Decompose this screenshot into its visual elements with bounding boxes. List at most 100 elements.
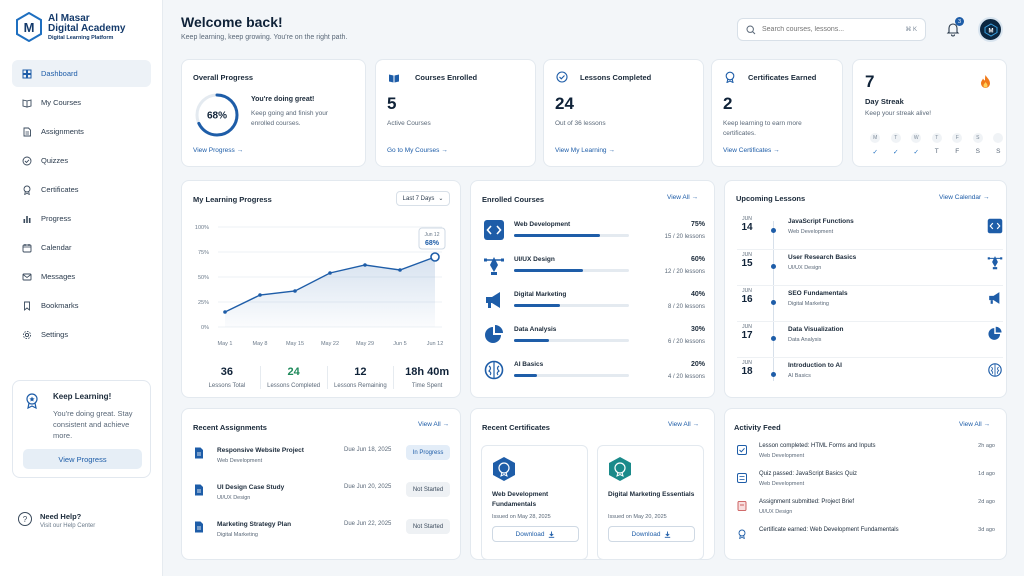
assignment-row[interactable]: Marketing Strategy Plan Digital Marketin… [194,519,450,555]
sidebar-item-label: Certificates [41,185,79,194]
help-center-link[interactable]: ? Need Help? Visit our Help Center [18,512,95,529]
assignment-course: UI/UX Design [217,495,251,501]
sidebar-item-certificates[interactable]: Certificates [12,176,151,203]
sidebar-item-label: Messages [41,272,76,281]
course-name: Web Development [514,221,571,228]
course-row[interactable]: AI Basics 20% 4 / 20 lessons [483,359,705,393]
assignments-view-all-link[interactable]: View All → [418,421,449,428]
sidebar-item-progress[interactable]: Progress [12,205,151,232]
brand[interactable]: M Al Masar Digital Academy Digital Learn… [16,12,125,42]
sidebar-item-settings[interactable]: Settings [12,321,151,348]
ribbon-award-icon [26,393,38,409]
lesson-month: JUN [742,288,752,294]
upcoming-lesson-row[interactable]: JUN 17 Data Visualization Data Analysis [737,322,1003,358]
view-progress-button[interactable]: View Progress [23,449,142,469]
course-row[interactable]: Web Development 75% 15 / 20 lessons [483,219,705,253]
streak-day-mark: S [975,148,980,155]
timeline-dot [771,336,776,341]
activity-item[interactable]: Assignment submitted: Project Brief UI/U… [737,499,995,527]
upcoming-lesson-row[interactable]: JUN 16 SEO Fundamentals Digital Marketing [737,286,1003,322]
courses-enrolled-card: Courses Enrolled 5 Active Courses Go to … [375,59,536,167]
sidebar-item-label: Progress [41,214,72,223]
enrolled-view-all-link[interactable]: View All → [667,194,698,201]
streak-day-dot: M [870,133,881,143]
upcoming-lesson-row[interactable]: JUN 14 JavaScript Functions Web Developme… [737,214,1003,250]
lesson-course: Digital Marketing [788,301,829,307]
help-subtitle: Visit our Help Center [40,523,96,529]
activity-view-all-link[interactable]: View All → [959,421,990,428]
help-title: Need Help? [40,512,82,521]
tooltip-date: Jun 12 [424,232,439,238]
timeline-dot [771,264,776,269]
activity-item[interactable]: Lesson completed: HTML Forms and Inputs … [737,443,995,471]
view-progress-link[interactable]: View Progress → [193,147,244,154]
streak-day: W ✓ [906,133,927,156]
status-badge: In Progress [406,445,450,460]
activity-course: Web Development [759,481,805,487]
book-open-icon [389,74,399,83]
upcoming-lessons-title: Upcoming Lessons [736,194,806,203]
view-calendar-link[interactable]: View Calendar → [939,194,990,201]
sidebar-item-label: Dashboard [41,69,78,78]
course-lessons: 15 / 20 lessons [664,234,705,240]
megaphone-icon [989,292,1000,304]
courses-enrolled-value: 5 [387,94,397,113]
chart-stat-value: 36 [220,366,233,378]
check-circle-icon [22,156,32,165]
download-button[interactable]: Download [608,526,695,542]
quiz-icon [737,473,747,483]
x-tick-label: Jun 12 [427,341,444,347]
assignment-title: UI Design Case Study [217,484,285,491]
course-progress-bar [514,374,629,377]
streak-day: T ✓ [886,133,907,156]
search-box[interactable]: ⌘ K [737,18,926,41]
lessons-completed-title: Lessons Completed [580,73,652,82]
course-name: Data Analysis [514,326,557,333]
range-select[interactable]: Last 7 Days ⌄ [396,191,450,206]
upcoming-lesson-row[interactable]: JUN 18 Introduction to AI AI Basics [737,358,1003,394]
upcoming-lesson-row[interactable]: JUN 15 User Research Basics UI/UX Design [737,250,1003,286]
course-percent: 30% [690,326,705,333]
lessons-completed-card: Lessons Completed 24 Out of 36 lessons V… [543,59,704,167]
certificates-view-all-link[interactable]: View All → [668,421,699,428]
file-icon [737,501,747,511]
certificate-name: Digital Marketing Essentials [608,491,695,498]
sidebar-item-quizzes[interactable]: Quizzes [12,147,151,174]
download-button[interactable]: Download [492,526,579,542]
activity-title: Assignment submitted: Project Brief [759,499,855,505]
course-row[interactable]: Data Analysis 30% 6 / 20 lessons [483,324,705,358]
sidebar-item-bookmarks[interactable]: Bookmarks [12,292,151,319]
view-my-learning-link[interactable]: View My Learning → [555,147,615,154]
assignment-row[interactable]: Responsive Website Project Web Developme… [194,445,450,481]
assignment-course: Web Development [217,458,263,464]
x-tick-label: May 8 [253,341,268,347]
sidebar-item-messages[interactable]: Messages [12,263,151,290]
activity-course: UI/UX Design [759,509,793,515]
activity-item[interactable]: Quiz passed: JavaScript Basics Quiz Web … [737,471,995,499]
svg-text:M: M [988,28,993,34]
certificate-card: Web Development Fundamentals Issued on M… [481,445,588,560]
course-row[interactable]: UI/UX Design 60% 12 / 20 lessons [483,254,705,288]
sidebar-item-calendar[interactable]: Calendar [12,234,151,261]
upcoming-lessons-card: Upcoming Lessons View Calendar → JUN 14 J… [724,180,1007,398]
search-input[interactable] [762,26,900,33]
sidebar-item-my-courses[interactable]: My Courses [12,89,151,116]
y-tick-label: 25% [198,300,209,306]
avatar[interactable]: M [978,17,1003,42]
page-title: Welcome back! [181,14,283,30]
go-to-courses-link[interactable]: Go to My Courses → [387,147,448,154]
sidebar-item-assignments[interactable]: Assignments [12,118,151,145]
x-tick-label: May 22 [321,341,339,347]
bell-icon[interactable] [945,21,961,37]
lesson-day: 15 [741,258,753,269]
streak-day-mark: ✓ [893,149,899,156]
course-row[interactable]: Digital Marketing 40% 8 / 20 lessons [483,289,705,323]
assignment-row[interactable]: UI Design Case Study UI/UX Design Due Ju… [194,482,450,518]
data-point [328,271,332,275]
view-certificates-link[interactable]: View Certificates → [723,147,780,154]
activity-item[interactable]: Certificate earned: Web Development Fund… [737,527,995,555]
calendar-icon [22,243,32,252]
chart-stat-value: 18h 40m [405,366,450,378]
sidebar-item-dashboard[interactable]: Dashboard [12,60,151,87]
